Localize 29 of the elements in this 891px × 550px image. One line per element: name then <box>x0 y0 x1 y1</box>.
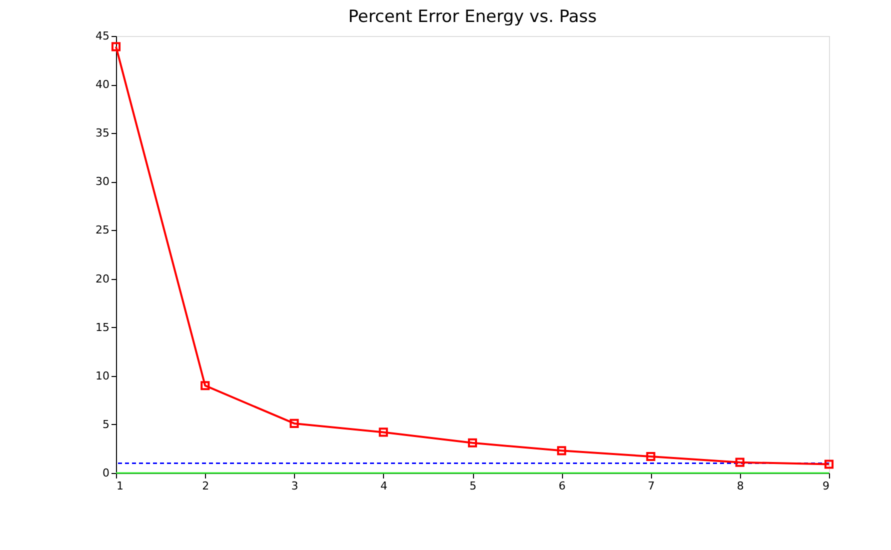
point <box>557 446 566 456</box>
point <box>824 460 834 469</box>
y-tick-label: 20 <box>96 272 110 286</box>
x-tick-label: 6 <box>558 480 566 492</box>
y-tick-label: 15 <box>96 320 110 334</box>
y-tick-label: 5 <box>102 418 110 431</box>
y-tick-label: 30 <box>96 175 110 188</box>
x-tick-label: 4 <box>380 480 388 492</box>
point <box>468 438 478 448</box>
y-tick-label: 45 <box>96 30 110 42</box>
y-tick-label: 40 <box>96 78 110 92</box>
point <box>200 381 210 390</box>
x-tick-label: 9 <box>822 480 830 492</box>
x-tick-label: 1 <box>116 480 124 492</box>
point <box>378 428 388 437</box>
y-tick-label: 0 <box>102 466 110 480</box>
point <box>735 458 744 467</box>
chart-title: Percent Error Energy vs. Pass <box>348 7 597 27</box>
y-tick-label: 35 <box>96 126 110 140</box>
y-tick-label: 25 <box>96 224 110 237</box>
y-tick-label: 10 <box>96 369 110 382</box>
point <box>646 452 656 462</box>
point <box>290 418 299 428</box>
x-tick-label: 2 <box>202 480 210 492</box>
point <box>111 42 121 52</box>
x-tick-label: 7 <box>648 480 655 492</box>
x-tick-label: 5 <box>470 480 476 492</box>
x-tick-label: 8 <box>736 480 744 492</box>
x-tick-label: 3 <box>291 480 298 492</box>
